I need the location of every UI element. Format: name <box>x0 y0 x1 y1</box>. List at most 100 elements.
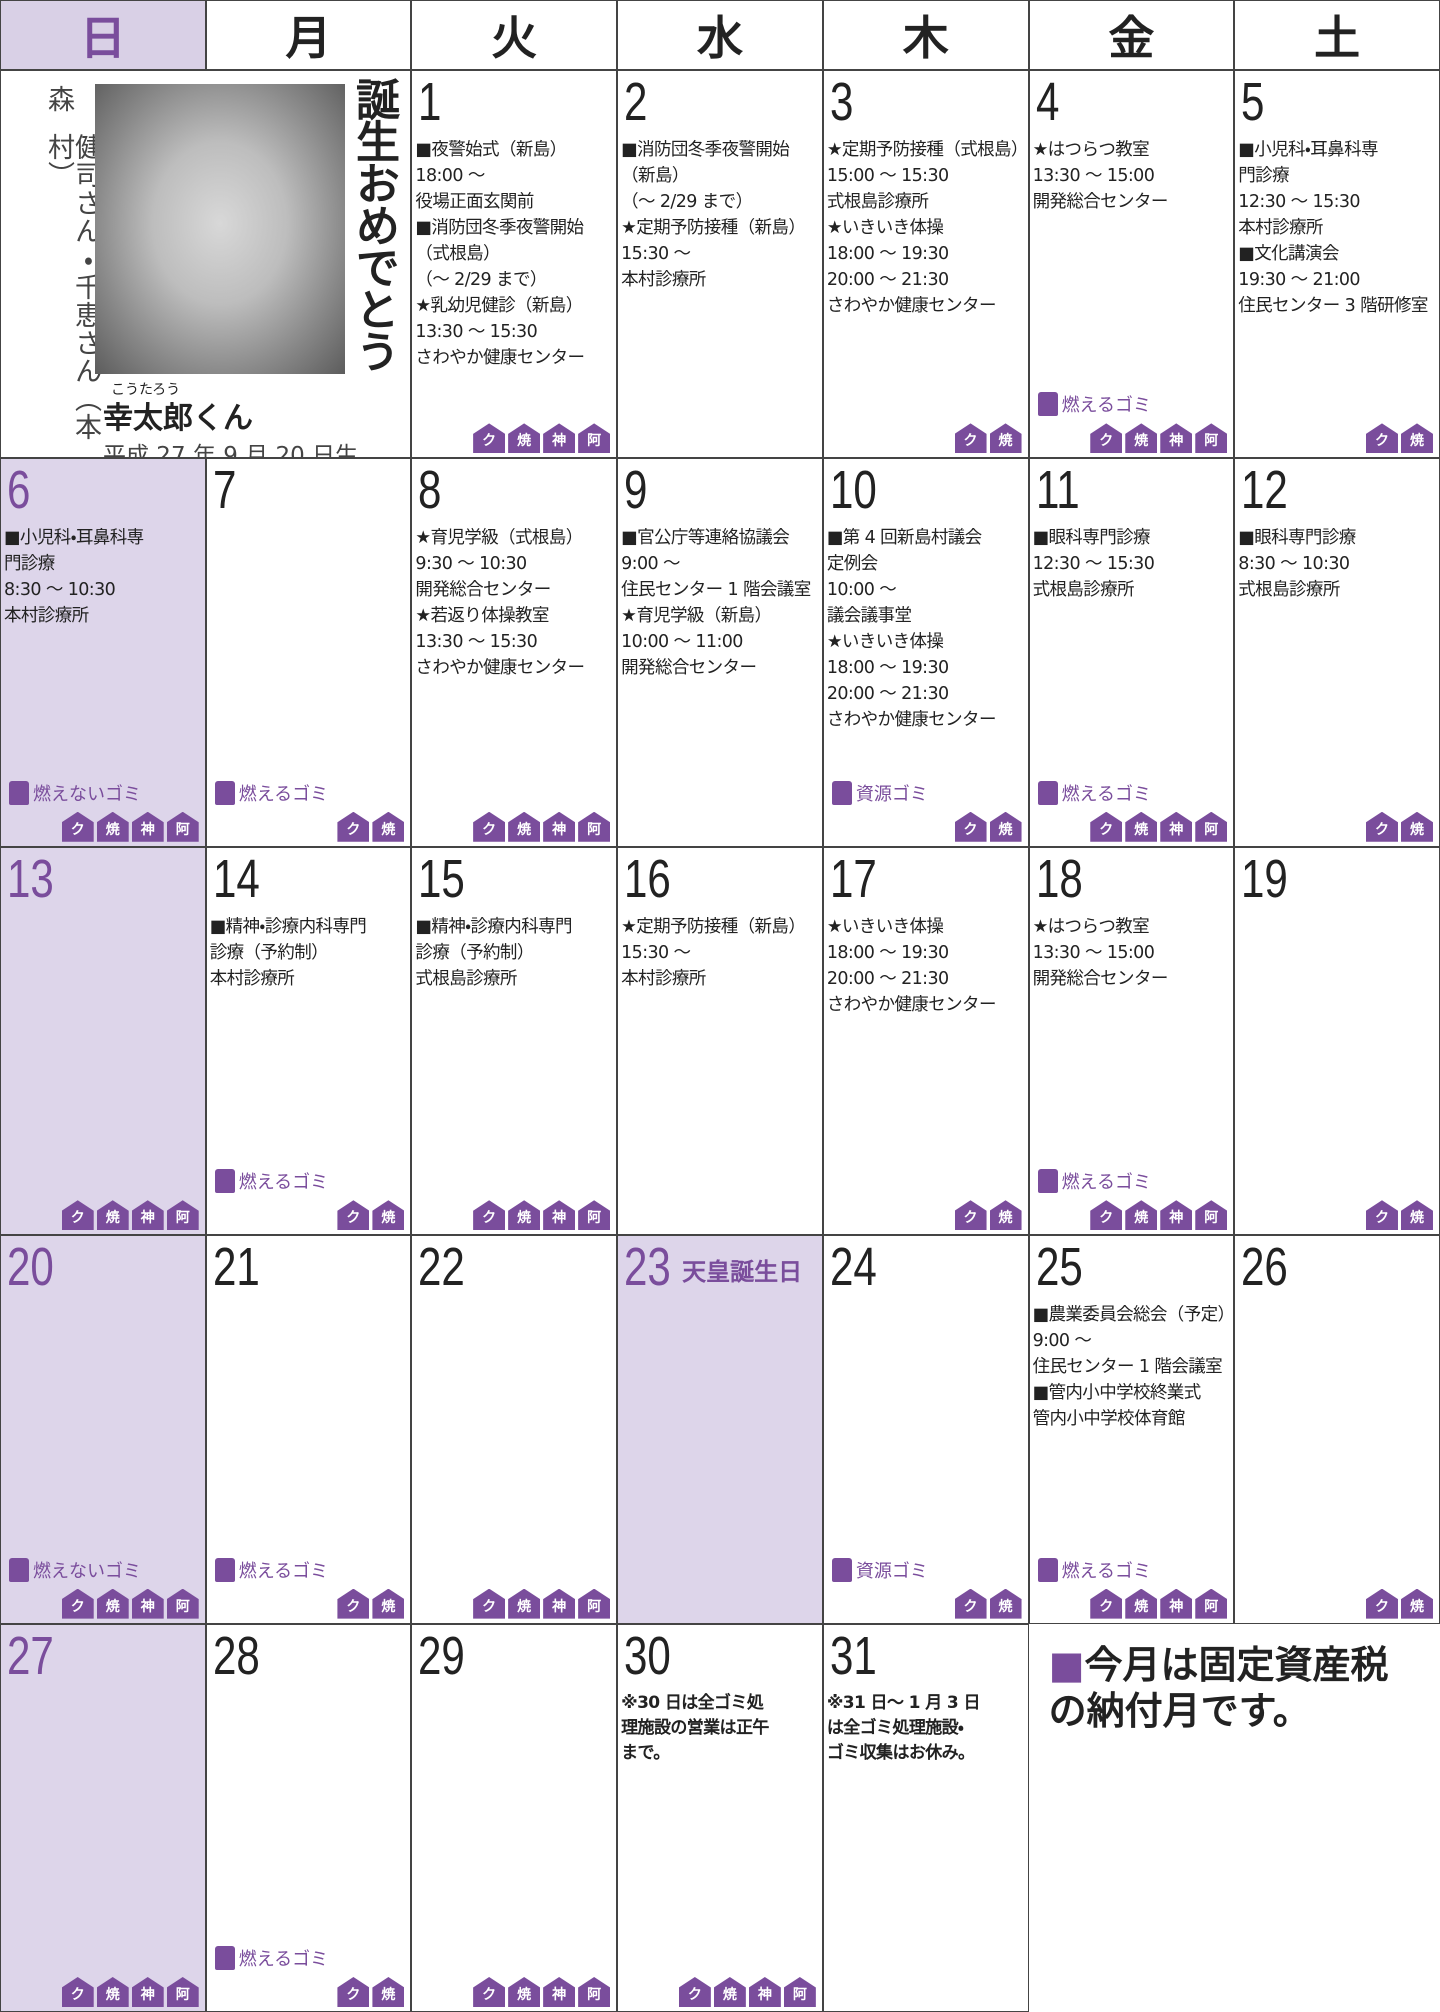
area-icon: 焼 <box>96 811 129 842</box>
garbage-icon <box>9 780 29 805</box>
event-line: 式根島診療所 <box>826 192 929 212</box>
area-icon: 焼 <box>508 1200 541 1231</box>
day-number: 8 <box>418 460 442 521</box>
event-line: さわやか健康センター <box>415 658 585 679</box>
area-icons: ク焼 <box>1365 1588 1433 1619</box>
day-number: 13 <box>7 848 54 909</box>
area-icons: ク焼 <box>337 811 405 842</box>
weekday-header: 水 <box>617 0 823 70</box>
day-number: 2 <box>624 72 648 132</box>
day-cell: 12 ■眼科専門診療 8:30 ～ 10:30 式根島診療所ク焼 <box>1234 458 1440 847</box>
garbage-label: 資源ゴミ <box>855 1560 928 1582</box>
event-line: ★はつらつ教室 <box>1032 916 1150 937</box>
weekday-header: 金 <box>1028 0 1235 70</box>
event-line: 門診療 <box>1238 166 1289 186</box>
day-number: 7 <box>212 460 237 521</box>
event-list: ※30 日は全ゴミ処 理施設の営業は正午 まで。 <box>621 1691 822 1766</box>
area-icons: ク焼神阿 <box>61 1200 199 1231</box>
area-icon: 焼 <box>1125 1200 1158 1231</box>
event-list: ★いきいき体操 18:00 ～ 19:30 20:00 ～ 21:30 さわやか健康セ… <box>827 914 1028 1018</box>
area-icon: ク <box>1090 1200 1123 1231</box>
day-number: 21 <box>212 1237 260 1298</box>
event-line: 役場正面玄関前 <box>415 192 534 212</box>
garbage-icon <box>214 1169 235 1194</box>
event-list: ※31 日～ 1 月 3 日は全ゴミ処理施設・ ゴミ収集はお休み。 <box>827 1691 1028 1766</box>
area-icon: 神 <box>1160 1200 1193 1231</box>
day-number: 20 <box>7 1237 54 1298</box>
weekday-header: 日 <box>0 0 206 70</box>
event-line: 12:30 ～ 15:30 <box>1238 192 1360 212</box>
event-line: 開発総合センター <box>1032 192 1169 212</box>
area-icon: 神 <box>543 423 576 454</box>
event-line: （～ 2/29 まで） <box>415 270 547 290</box>
garbage-label: 燃えないゴミ <box>33 1560 141 1582</box>
area-icon: 阿 <box>1195 811 1228 842</box>
area-icon: 焼 <box>989 423 1022 454</box>
day-cell: 27 ク焼神阿 <box>0 1623 206 2012</box>
area-icon: 神 <box>543 1588 576 1619</box>
area-icon: 阿 <box>1195 1588 1228 1619</box>
day-cell: 17 ★いきいき体操 18:00 ～ 19:30 20:00 ～ 21:30 さわやか健… <box>822 846 1029 1236</box>
event-line: 住民センター 1 階会議室 <box>621 580 811 601</box>
area-icons: ク焼神阿 <box>61 1976 199 2007</box>
event-line: ★いきいき体操 <box>826 632 944 653</box>
garbage-label: 燃えるゴミ <box>238 1948 329 1970</box>
event-line: 本村診療所 <box>209 968 295 989</box>
garbage-day: 燃えるゴミ <box>1037 780 1151 806</box>
event-line: 20:00 ～ 21:30 <box>826 684 949 705</box>
area-icon: 神 <box>543 1976 576 2007</box>
day-number: 14 <box>212 848 260 909</box>
area-icon: 焼 <box>508 1588 541 1619</box>
garbage-label: 燃えるゴミ <box>1061 1560 1152 1582</box>
day-number: 31 <box>829 1625 877 1686</box>
name-ruby: こうたろう <box>111 382 181 398</box>
area-icon: 焼 <box>96 1976 129 2007</box>
event-line: まで。 <box>621 1742 670 1763</box>
holiday-name: 天皇誕生日 <box>682 1258 803 1287</box>
garbage-day: 資源ゴミ <box>831 1557 928 1583</box>
garbage-icon <box>831 780 852 805</box>
area-icon: ク <box>473 1588 506 1619</box>
event-list: ■官公庁等連絡協議会 9:00 ～ 住民センター 1 階会議室 ★育児学級（新島） 10… <box>621 525 822 681</box>
area-icons: ク焼 <box>1365 811 1433 842</box>
event-line: ■農業委員会総会（予定） <box>1032 1305 1235 1326</box>
event-list: ★定期予防接種（新島） 15:30 ～ 本村診療所 <box>621 914 822 992</box>
birthday-cell: 森健司さん・千恵さん（本村） 誕生おめでとう こうたろう 幸太郎くん 平成 27 年 9… <box>0 70 412 459</box>
day-number: 1 <box>418 72 442 132</box>
event-line: 開発総合センター <box>621 658 757 679</box>
area-icon: 焼 <box>372 1200 405 1231</box>
day-number: 5 <box>1241 72 1265 132</box>
day-number: 4 <box>1035 72 1059 132</box>
day-number: 22 <box>418 1237 466 1298</box>
area-icon: 焼 <box>372 1976 405 2007</box>
area-icon: ク <box>678 1976 711 2007</box>
area-icons: ク焼神阿 <box>678 1976 816 2007</box>
garbage-day: 燃えないゴミ <box>9 1557 141 1583</box>
event-line: さわやか健康センター <box>826 994 997 1015</box>
area-icon: 阿 <box>166 1200 199 1231</box>
event-line: （式根島） <box>415 244 500 264</box>
garbage-icon <box>214 780 235 805</box>
event-list: ■眼科専門診療 12:30 ～ 15:30 式根島診療所 <box>1033 525 1234 603</box>
day-cell: 15 ■精神・診療内科専門 診療（予約制） 式根島診療所ク焼神阿 <box>411 846 618 1236</box>
area-icon: 焼 <box>1400 423 1433 454</box>
event-list: ■夜警始式（新島） 18:00 ～ 役場正面玄関前 ■消防団冬季夜警開始 （式根島） （～… <box>415 137 616 371</box>
event-line: は全ゴミ処理施設・ <box>826 1717 964 1738</box>
garbage-day: 燃えるゴミ <box>214 1557 328 1583</box>
event-line: ★はつらつ教室 <box>1032 140 1150 160</box>
area-icon: ク <box>473 1200 506 1231</box>
event-line: 開発総合センター <box>1032 968 1169 989</box>
event-line: ★育児学級（式根島） <box>415 528 583 549</box>
area-icon: 神 <box>748 1976 781 2007</box>
event-list: ■第 4 回新島村議会 定例会 10:00 ～ 議会議事堂 ★いきいき体操 18:00 ～… <box>827 525 1028 733</box>
area-icon: 焼 <box>372 811 405 842</box>
event-line: ■消防団冬季夜警開始 <box>621 140 790 160</box>
event-line: 9:00 ～ <box>1032 1331 1092 1352</box>
area-icon: 神 <box>1160 811 1193 842</box>
event-line: さわやか健康センター <box>826 710 997 731</box>
garbage-label: 燃えるゴミ <box>1061 395 1152 417</box>
garbage-day: 燃えるゴミ <box>1037 391 1152 417</box>
event-line: ★定期予防接種（新島） <box>621 916 806 937</box>
event-line: ■第 4 回新島村議会 <box>826 528 982 549</box>
day-cell: 26 ク焼 <box>1234 1235 1440 1624</box>
